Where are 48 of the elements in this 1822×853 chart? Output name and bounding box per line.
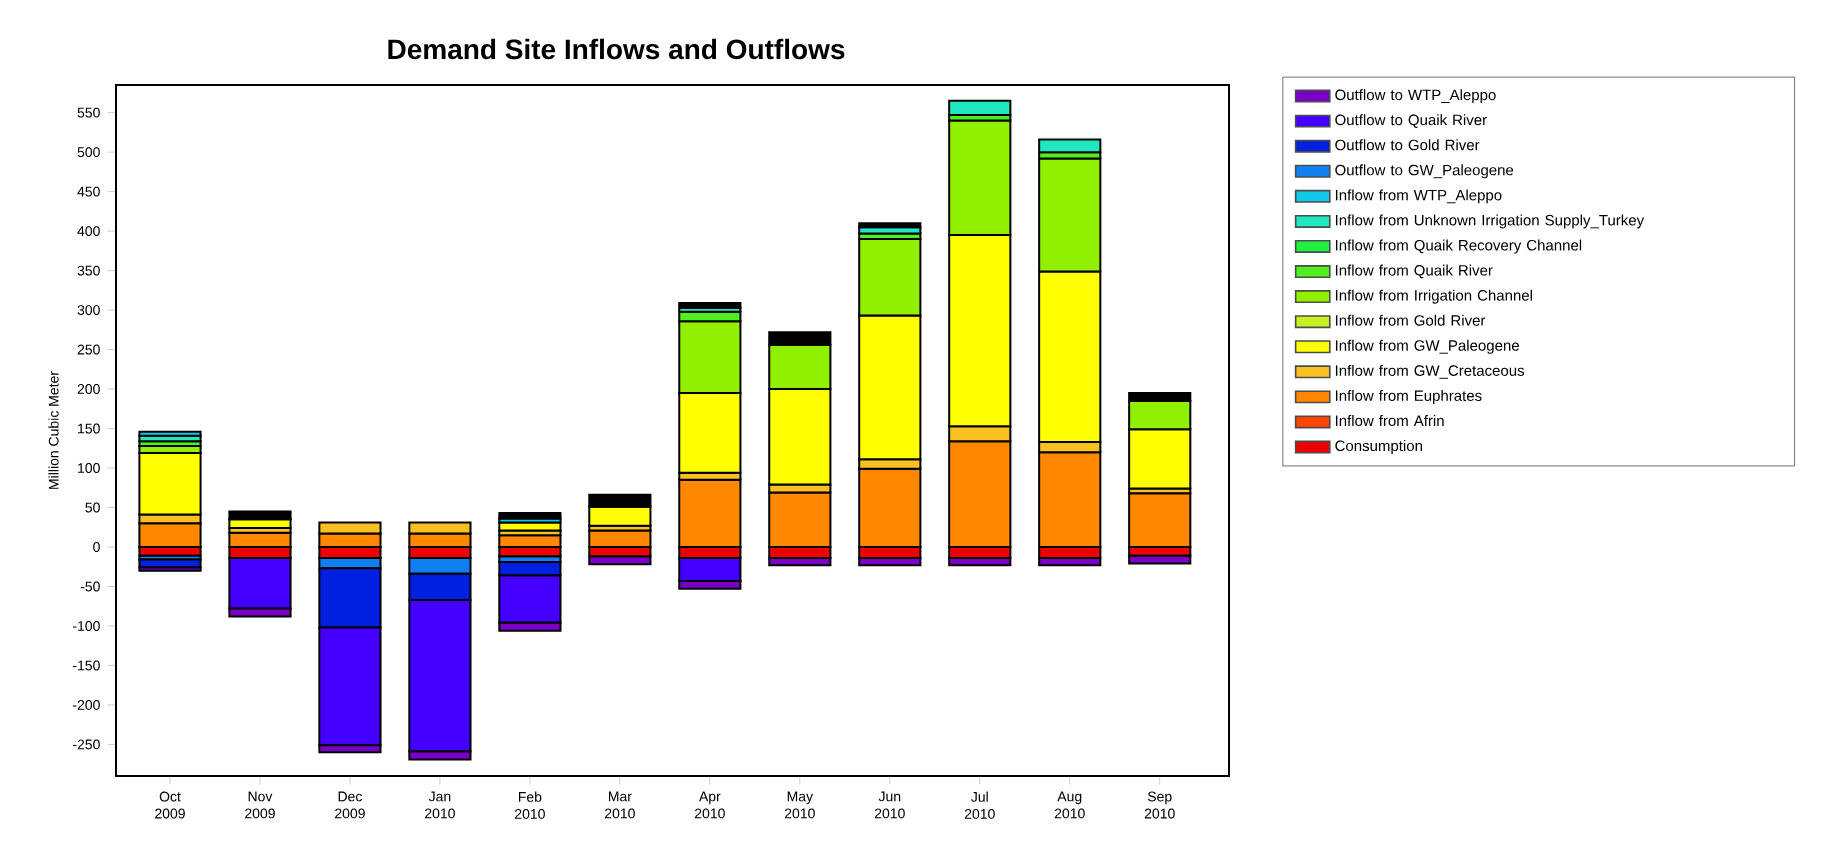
bar	[678, 301, 742, 309]
x-tick-label: Jan 2010	[425, 791, 455, 819]
x-tick-label: Oct 2009	[155, 791, 185, 819]
legend-label: Inflow from Quaik River	[1335, 264, 1493, 279]
y-tick-label: 350	[77, 265, 100, 276]
legend-label: Inflow from Afrin	[1335, 415, 1444, 427]
y-tick-label: -100	[73, 621, 100, 631]
x-tick-label: Dec 2009	[335, 791, 365, 819]
y-tick-label: 150	[78, 423, 100, 434]
legend-label: Inflow from Euphrates	[1335, 389, 1482, 404]
y-axis-title: Million Cubic Meter	[48, 371, 59, 489]
x-tick-label: Jul 2010	[964, 791, 995, 819]
y-tick-label: 400	[77, 226, 100, 237]
y-tick-label: -250	[73, 739, 100, 750]
y-tick-label: 500	[77, 147, 100, 158]
x-tick-label: Mar 2010	[604, 791, 635, 819]
x-tick-label: Apr 2010	[694, 791, 725, 819]
legend-label: Inflow from WTP_Aleppo	[1335, 189, 1502, 204]
x-tick-label: Sep 2010	[1144, 791, 1175, 819]
legend-label: Outflow to WTP_Aleppo	[1335, 89, 1496, 104]
legend-label: Inflow from Quaik Recovery Channel	[1335, 239, 1582, 254]
legend-label: Inflow from GW_Paleogene	[1335, 339, 1519, 354]
y-tick-label: -50	[80, 581, 100, 592]
y-tick-label: -200	[73, 699, 100, 710]
legend-label: Inflow from Irrigation Channel	[1335, 289, 1532, 304]
y-tick-label: 300	[77, 305, 100, 316]
x-tick-label: Jun 2010	[874, 791, 905, 819]
y-tick-label: 0	[93, 542, 100, 552]
legend-label: Inflow from Unknown Irrigation Supply_Turkey	[1335, 214, 1645, 229]
legend-label: Outflow to Gold River	[1335, 139, 1480, 151]
chart-title: Demand Site Inflows and Outflows	[388, 38, 845, 60]
y-tick-label: 450	[77, 186, 100, 197]
y-tick-label: 50	[85, 502, 100, 513]
x-tick-label: Aug 2010	[1054, 791, 1085, 819]
y-tick-label: 550	[77, 107, 100, 118]
y-tick-label: 100	[78, 463, 100, 473]
x-tick-label: May 2010	[784, 791, 815, 819]
x-tick-label: Feb 2010	[515, 791, 545, 819]
legend-label: Outflow to GW_Paleogene	[1335, 164, 1514, 179]
legend-label: Inflow from GW_Cretaceous	[1335, 364, 1525, 379]
y-tick-label: 200	[77, 384, 100, 394]
legend-label: Outflow to Quaik River	[1335, 114, 1487, 128]
y-tick-label: -150	[73, 660, 100, 671]
legend-label: Consumption	[1335, 440, 1422, 455]
x-tick-label: Nov 2009	[245, 791, 275, 819]
y-tick-label: 250	[77, 344, 100, 355]
bar	[498, 512, 562, 520]
legend-label: Inflow from Gold River	[1335, 314, 1486, 326]
